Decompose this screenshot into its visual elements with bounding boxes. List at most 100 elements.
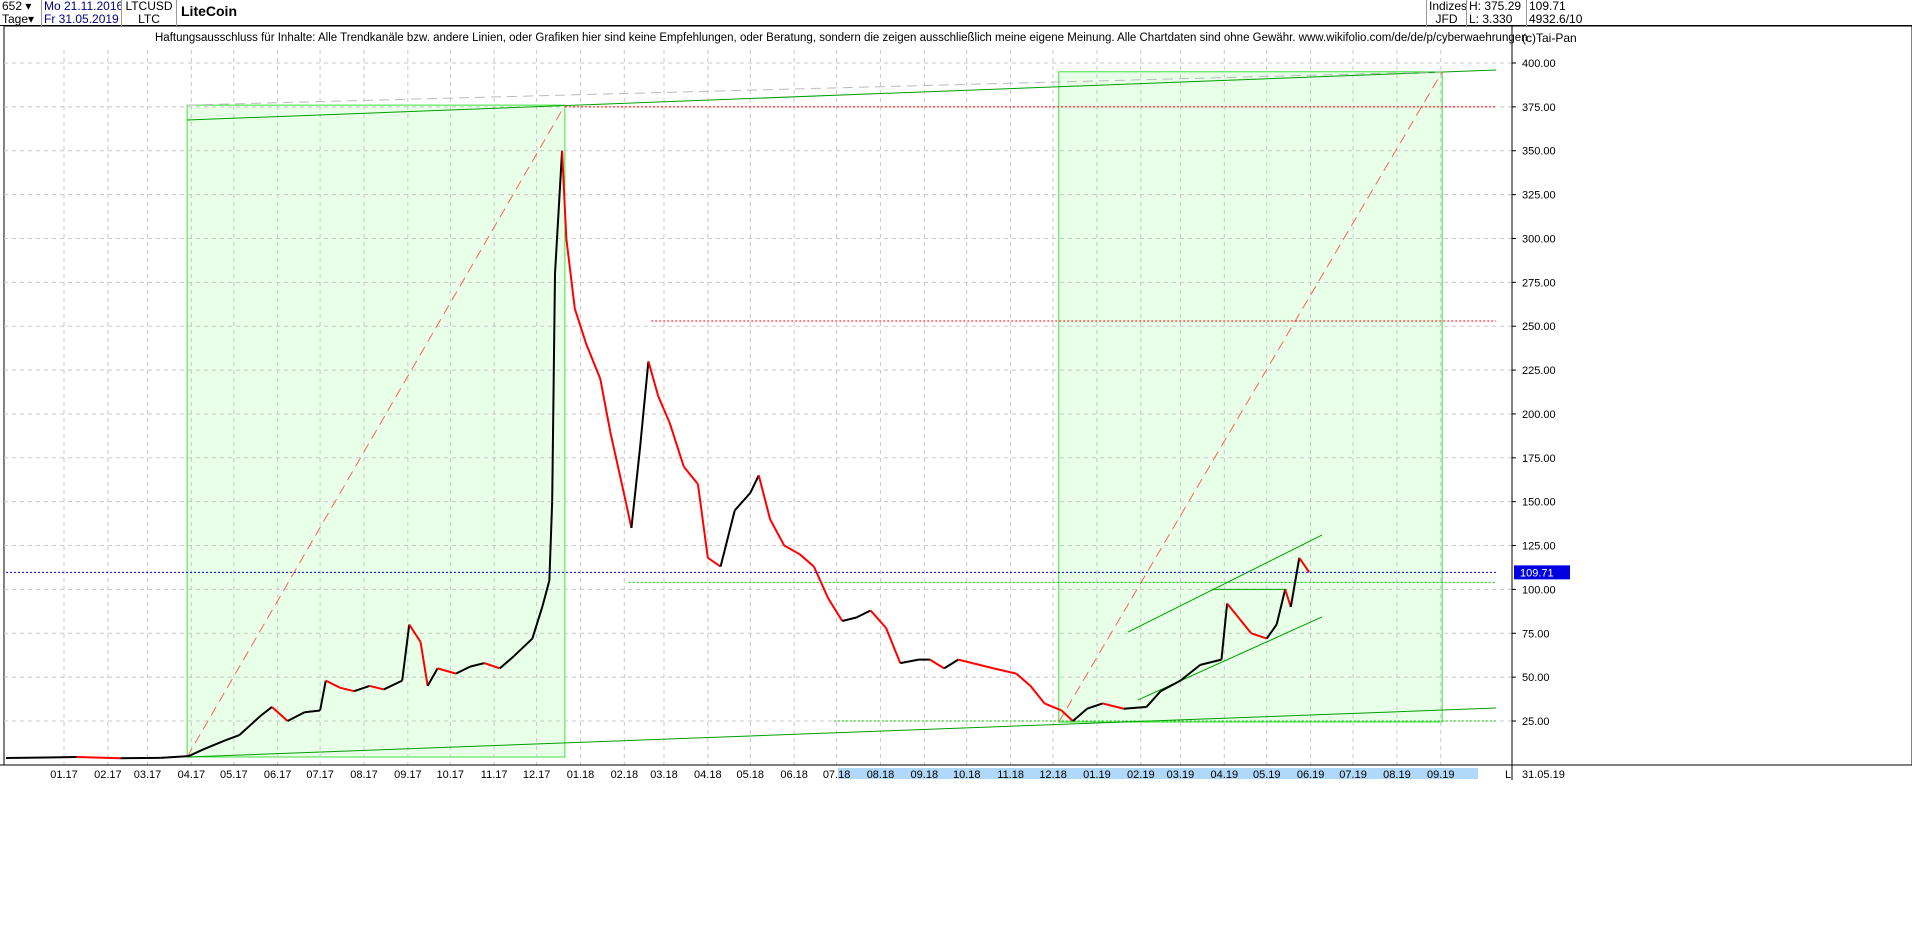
chart-title: LiteCoin	[177, 0, 1427, 26]
group: Indizes	[1429, 0, 1467, 13]
price-segment	[1298, 557, 1311, 573]
x-tick-label: 03.17	[134, 769, 162, 781]
symbol-box: LTCUSD LTC	[122, 0, 177, 26]
x-tick-label: 04.18	[694, 769, 722, 781]
y-tick-label: 175.00	[1522, 453, 1556, 465]
x-tick-label: 05.18	[737, 769, 765, 781]
price-segment	[599, 378, 612, 432]
x-tick-label: 08.17	[350, 769, 378, 781]
price-segment	[513, 637, 534, 657]
date-range[interactable]: Mo 21.11.2016 Fr 31.05.2019	[42, 0, 122, 26]
x-tick-label: 01.18	[567, 769, 595, 781]
low-value: L: 3.330	[1469, 12, 1513, 26]
x-tick-label: 03.19	[1167, 769, 1195, 781]
x-tick-label: 03.18	[650, 769, 678, 781]
bar-count-select[interactable]: 652 ▾ Tage▾	[0, 0, 42, 26]
x-tick-label: 02.17	[94, 769, 122, 781]
start-date: Mo 21.11.2016	[44, 0, 122, 13]
price-segment	[1015, 672, 1032, 687]
price-segment	[1236, 615, 1252, 634]
source: JFD	[1435, 12, 1458, 26]
price-segment	[1086, 702, 1103, 710]
price-segment	[749, 474, 760, 494]
trend-line[interactable]	[1058, 71, 1443, 723]
price-segment	[719, 510, 736, 567]
trend-line[interactable]	[187, 707, 1496, 758]
price-segment	[696, 483, 709, 558]
bar-count: 652	[2, 0, 23, 13]
x-tick-label: 07.18	[823, 769, 851, 781]
price-segment	[401, 624, 411, 681]
x-tick-label: 09.19	[1427, 769, 1455, 781]
price-segment	[455, 665, 471, 675]
price-segment	[783, 544, 801, 556]
trend-line[interactable]	[187, 71, 1443, 106]
trend-line[interactable]	[186, 104, 566, 758]
price-segment	[531, 606, 544, 639]
x-tick-label: 06.18	[780, 769, 808, 781]
price-segment	[682, 465, 699, 485]
disclaimer: Haftungsausschluss für Inhalte: Alle Tre…	[155, 32, 1528, 44]
price-segment	[426, 667, 439, 687]
x-tick-label: 10.18	[953, 769, 981, 781]
x-tick-label: 01.17	[50, 769, 78, 781]
price-segment	[733, 492, 752, 512]
price-segment	[855, 609, 871, 619]
y-tick-label: 125.00	[1522, 541, 1556, 553]
x-tick-label: 09.17	[394, 769, 422, 781]
price-segment	[304, 709, 321, 714]
price-segment	[1044, 702, 1062, 712]
price-segment	[1200, 658, 1222, 666]
price-segment	[5, 756, 48, 760]
price-segment	[1275, 589, 1287, 625]
y-tick-label: 375.00	[1522, 102, 1556, 114]
scale-label[interactable]: L	[1505, 769, 1511, 781]
last-value: 109.71	[1529, 0, 1566, 13]
price-segment	[1102, 702, 1125, 710]
symbol-short: LTC	[138, 12, 160, 26]
price-segment	[1029, 685, 1046, 705]
scroll-range[interactable]	[838, 768, 1478, 779]
y-tick-label: 100.00	[1522, 584, 1556, 596]
price-segment	[76, 755, 121, 760]
x-tick-label: 10.17	[437, 769, 465, 781]
price-segment	[188, 748, 205, 758]
x-tick-label: 01.19	[1083, 769, 1111, 781]
price-segment	[609, 431, 627, 502]
last-price-marker	[1514, 565, 1570, 580]
price-segment	[842, 616, 857, 622]
period-select[interactable]: Tage	[2, 12, 29, 26]
price-segment	[900, 658, 919, 665]
x-tick-label: 07.17	[306, 769, 334, 781]
price-segment	[929, 658, 945, 670]
trend-line[interactable]	[187, 69, 1496, 121]
x-tick-label: 06.19	[1297, 769, 1325, 781]
x-tick-label: 11.17	[481, 769, 508, 781]
price-segment	[1265, 623, 1278, 640]
copyright: (c)Tai-Pan	[1522, 31, 1577, 45]
symbol: LTCUSD	[125, 0, 173, 13]
price-segment	[993, 667, 1017, 675]
price-segment	[224, 734, 240, 742]
x-tick-label: 07.19	[1339, 769, 1367, 781]
price-segment	[554, 150, 564, 274]
end-date-label: 31.05.19	[1522, 769, 1565, 781]
trend-line[interactable]	[1127, 534, 1323, 633]
x-tick-label: 12.17	[523, 769, 551, 781]
price-segment	[1072, 707, 1088, 722]
price-segment	[203, 739, 226, 751]
price-segment	[573, 308, 588, 345]
y-tick-label: 25.00	[1522, 716, 1550, 728]
price-segment	[325, 679, 341, 689]
price-segment	[630, 448, 641, 529]
price-segment	[1060, 709, 1074, 722]
end-date: Fr 31.05.2019	[44, 12, 119, 26]
price-segment	[271, 706, 289, 722]
price-segment	[260, 706, 273, 717]
price-segment	[1250, 632, 1268, 640]
price-segment	[483, 662, 501, 670]
price-segment	[624, 501, 633, 529]
price-segment	[160, 755, 189, 759]
y-tick-label: 275.00	[1522, 277, 1556, 289]
